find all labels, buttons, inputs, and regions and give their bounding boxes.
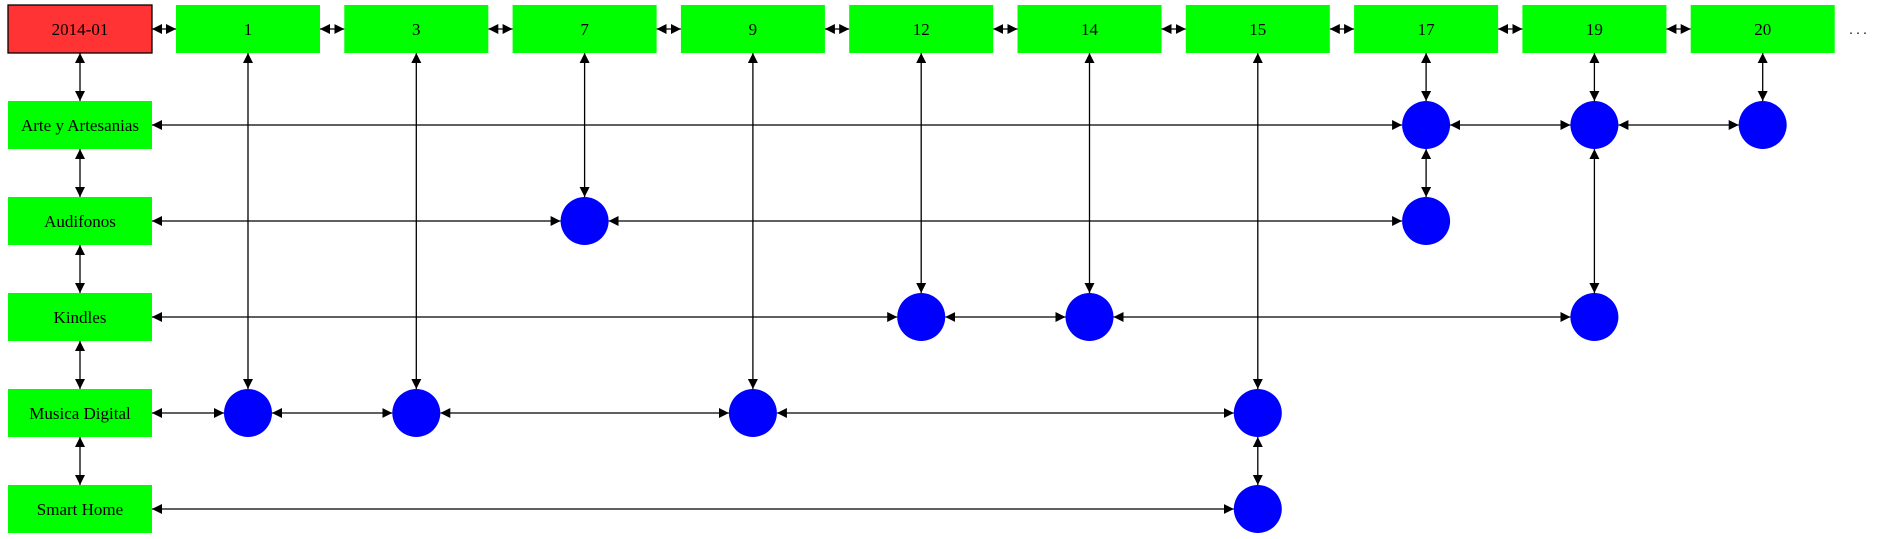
row-box-label: Kindles — [54, 308, 107, 327]
column-box-17: 17 — [1354, 5, 1499, 53]
node-9-musica-digital — [728, 389, 777, 437]
column-box-14: 14 — [1017, 5, 1162, 53]
row-box-musica-digital: Musica Digital — [8, 389, 152, 437]
column-box-20-shape — [1690, 5, 1835, 53]
column-box-20: 20 — [1690, 5, 1835, 53]
node-15-smart-home — [1233, 485, 1282, 533]
column-box-9: 9 — [680, 5, 825, 53]
overflow-dots: . . . — [1849, 23, 1867, 38]
column-box-label: 14 — [1081, 20, 1099, 39]
column-box-label: 17 — [1418, 20, 1436, 39]
nodes-layer — [224, 101, 1787, 533]
row-box-arte-y-artesanias-shape — [8, 101, 152, 149]
column-box-7-shape — [512, 5, 657, 53]
row-box-arte-y-artesanias: Arte y Artesanias — [8, 101, 152, 149]
node-3-musica-digital — [392, 389, 441, 437]
row-box-musica-digital-shape — [8, 389, 152, 437]
row-box-kindles-shape — [8, 293, 152, 341]
row-box-label: Arte y Artesanias — [21, 116, 139, 135]
row-box-label: Audifonos — [44, 212, 116, 231]
row-box-smart-home-shape — [8, 485, 152, 533]
node-19-kindles — [1570, 293, 1619, 341]
header-box-shape — [7, 4, 153, 54]
column-box-3: 3 — [344, 5, 489, 53]
column-box-9-shape — [680, 5, 825, 53]
column-box-label: 9 — [749, 20, 758, 39]
column-box-15: 15 — [1185, 5, 1330, 53]
column-box-19-shape — [1522, 5, 1667, 53]
column-box-label: 12 — [913, 20, 930, 39]
column-box-17-shape — [1354, 5, 1499, 53]
row-box-audifonos-shape — [8, 197, 152, 245]
row-box-smart-home: Smart Home — [8, 485, 152, 533]
node-15-musica-digital — [1233, 389, 1282, 437]
header-box: 2014-01 — [7, 4, 153, 54]
column-box-label: 15 — [1249, 20, 1266, 39]
row-box-label: Smart Home — [37, 500, 123, 519]
column-box-1: 1 — [176, 5, 320, 53]
node-20-arte-y-artesanias — [1738, 101, 1787, 149]
column-box-12: 12 — [849, 5, 994, 53]
node-17-audifonos — [1402, 197, 1451, 245]
header-box-label: 2014-01 — [52, 20, 109, 39]
column-box-19: 19 — [1522, 5, 1667, 53]
column-box-label: 3 — [412, 20, 421, 39]
node-12-kindles — [897, 293, 946, 341]
node-17-arte-y-artesanias — [1402, 101, 1451, 149]
node-19-arte-y-artesanias — [1570, 101, 1619, 149]
row-box-kindles: Kindles — [8, 293, 152, 341]
row-box-audifonos: Audifonos — [8, 197, 152, 245]
column-box-label: 7 — [580, 20, 589, 39]
column-box-7: 7 — [512, 5, 657, 53]
column-box-label: 1 — [244, 20, 253, 39]
row-box-label: Musica Digital — [29, 404, 131, 423]
node-1-musica-digital — [224, 389, 272, 437]
column-box-3-shape — [344, 5, 489, 53]
column-box-15-shape — [1185, 5, 1330, 53]
column-box-12-shape — [849, 5, 994, 53]
edges-layer — [75, 24, 1768, 514]
column-box-14-shape — [1017, 5, 1162, 53]
column-box-label: 20 — [1754, 20, 1771, 39]
node-7-audifonos — [560, 197, 609, 245]
column-box-label: 19 — [1586, 20, 1603, 39]
node-14-kindles — [1065, 293, 1114, 341]
column-box-1-shape — [176, 5, 320, 53]
boxes-layer: 2014-01 1 3 7 9 12 14 15 17 19 20 Arte y Artesanias… — [7, 4, 1835, 533]
